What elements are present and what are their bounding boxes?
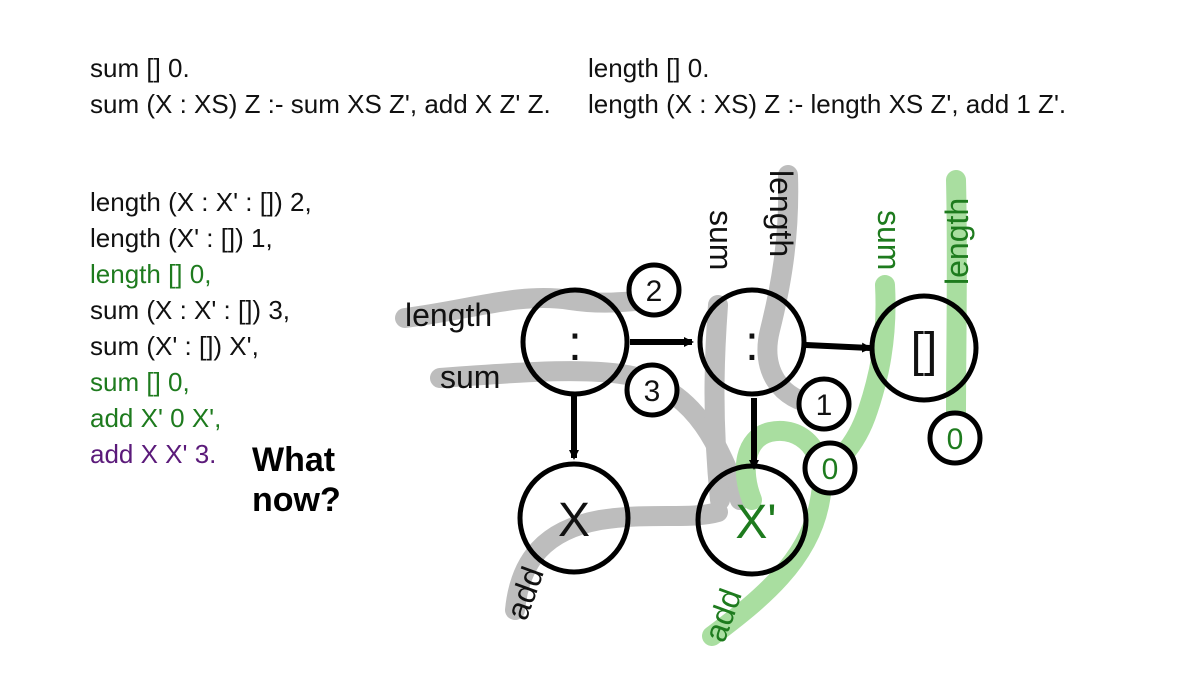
cons-label-outer: : — [568, 315, 582, 371]
length-value-inner — [796, 376, 852, 432]
length-recursive-rule: length (X : XS) Z :- length XS Z', add 1… — [588, 89, 1067, 119]
x-label: X — [558, 494, 590, 547]
nil-node — [869, 293, 979, 403]
length-value-outer — [626, 262, 682, 318]
node-labels: : : [] X X' — [558, 315, 937, 549]
goal-item: length (X : X' : []) 2, — [90, 187, 312, 217]
goal-item: add X X' 3. — [90, 439, 217, 469]
sum-label-right: sum — [871, 210, 907, 270]
sum-value-outer — [624, 362, 680, 418]
sum-label-mid: sum — [703, 210, 739, 270]
goal-item: sum (X' : []) X', — [90, 331, 259, 361]
sum-value-inner-text: 0 — [822, 453, 839, 486]
sum-value-inner — [802, 440, 858, 496]
value-labels: 2 3 1 0 0 — [644, 275, 964, 486]
goal-item: sum (X : X' : []) 3, — [90, 295, 291, 325]
add-strand-x — [505, 502, 728, 620]
nil-label: [] — [911, 324, 938, 377]
value-bubbles — [624, 262, 983, 496]
arrows — [569, 337, 872, 470]
goal-list: length (X : X' : []) 2, length (X' : [])… — [90, 184, 312, 472]
length-base-rule: length [] 0. — [588, 53, 710, 83]
prompt-line-1: What — [252, 441, 336, 479]
length-label-mid: length — [763, 170, 799, 257]
sum-recursive-rule: sum (X : XS) Z :- sum XS Z', add X Z' Z. — [90, 89, 551, 119]
cons-label-inner: : — [745, 315, 759, 371]
length-value-nil-text: 0 — [947, 423, 964, 456]
length-value-nil — [927, 410, 983, 466]
goal-item: length [] 0, — [90, 259, 212, 289]
xprime-label: X' — [735, 496, 776, 549]
what-now-prompt: What now? — [252, 440, 341, 520]
length-label-right: length — [939, 198, 975, 285]
sum-value-outer-text: 3 — [644, 375, 661, 408]
prompt-line-2: now? — [252, 481, 341, 519]
length-value-inner-text: 1 — [816, 389, 833, 422]
add-label-x: add — [499, 562, 551, 624]
sum-strand-mid — [704, 295, 730, 510]
arrow-cons2-to-nil — [805, 342, 872, 353]
goal-item: add X' 0 X', — [90, 403, 222, 433]
sum-base-rule: sum [] 0. — [90, 53, 190, 83]
cons-node-outer — [520, 287, 630, 397]
sum-label-left: sum — [440, 359, 500, 395]
length-strand-mid — [757, 165, 828, 415]
xprime-node — [695, 463, 809, 577]
cons-node-inner — [697, 287, 807, 397]
length-label-left: length — [405, 297, 492, 333]
goal-item: length (X' : []) 1, — [90, 223, 273, 253]
length-value-outer-text: 2 — [646, 275, 663, 308]
x-node — [517, 461, 631, 575]
nodes — [517, 287, 979, 577]
add-label-xprime: add — [697, 584, 749, 646]
goal-item: sum [] 0, — [90, 367, 190, 397]
